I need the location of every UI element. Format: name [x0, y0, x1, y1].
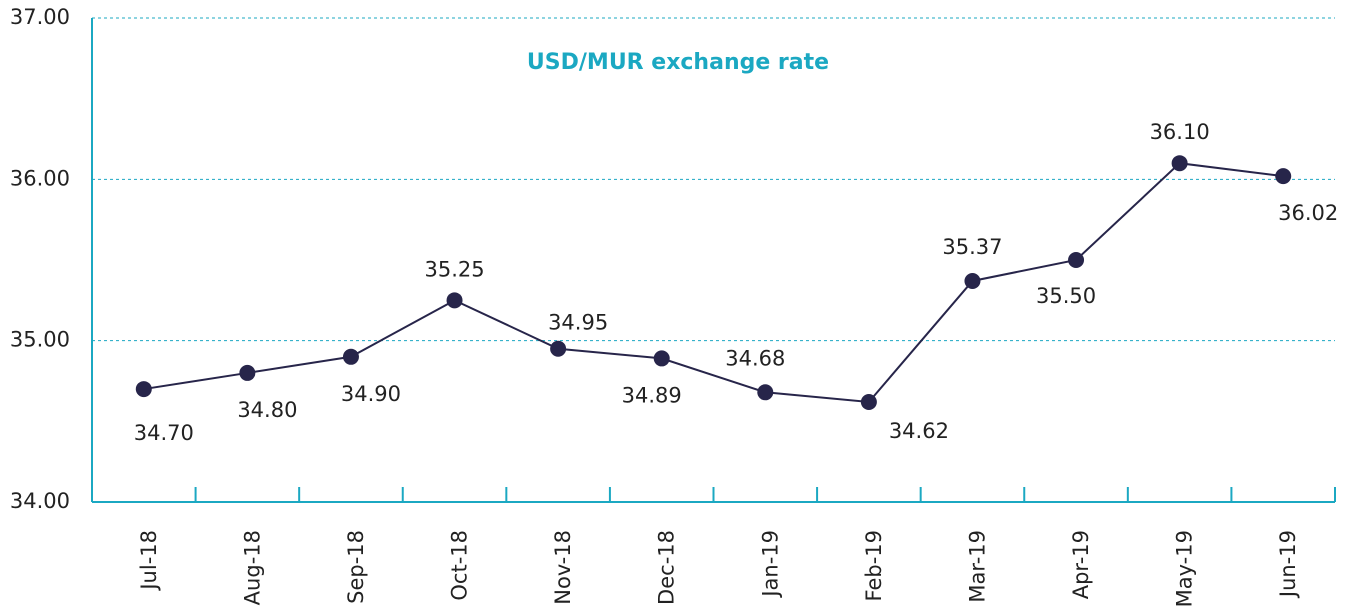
data-label: 35.25: [424, 257, 484, 281]
data-label: 34.90: [341, 382, 401, 406]
point: [653, 350, 670, 367]
x-tick-label: Jan-19: [758, 530, 782, 599]
point: [239, 364, 256, 381]
point: [550, 340, 567, 357]
x-tick-label: Aug-18: [240, 530, 264, 605]
data-label: 35.37: [942, 235, 1002, 259]
point: [446, 292, 463, 309]
data-label: 34.68: [725, 346, 785, 370]
x-tick-label: Nov-18: [551, 530, 575, 605]
x-tick-label: Sep-18: [344, 530, 368, 604]
point: [1068, 252, 1085, 268]
point: [964, 272, 981, 289]
y-tick-label: 34.00: [10, 489, 70, 513]
line: [143, 162, 1284, 404]
data-label: 34.95: [548, 311, 608, 335]
y-tick-label: 36.00: [10, 166, 70, 190]
data-label: 36.02: [1278, 201, 1338, 225]
point: [1171, 155, 1188, 172]
chart-title: USD/MUR exchange rate: [527, 50, 829, 75]
data-label: 34.62: [889, 419, 949, 443]
x-tick-label: Mar-19: [965, 530, 989, 603]
point: [860, 393, 877, 410]
point: [135, 381, 152, 398]
point: [757, 384, 774, 401]
x-tick-label: Feb-19: [862, 530, 886, 601]
x-tick-label: May-19: [1173, 530, 1197, 607]
y-tick-label: 35.00: [10, 328, 70, 352]
data-label: 34.70: [134, 421, 194, 445]
x-tick-label: Apr-19: [1069, 530, 1093, 599]
data-label: 36.10: [1150, 120, 1210, 144]
data-label: 35.50: [1036, 284, 1096, 308]
point: [342, 348, 359, 365]
x-tick-label: Oct-18: [448, 530, 472, 601]
x-tick-label: Jul-18: [137, 530, 161, 592]
y-tick-label: 37.00: [10, 5, 70, 29]
x-tick-label: Jun-19: [1276, 530, 1300, 599]
point: [1275, 168, 1292, 185]
x-tick-label: Dec-18: [655, 530, 679, 605]
data-label: 34.80: [237, 398, 297, 422]
data-label: 34.89: [622, 383, 682, 407]
